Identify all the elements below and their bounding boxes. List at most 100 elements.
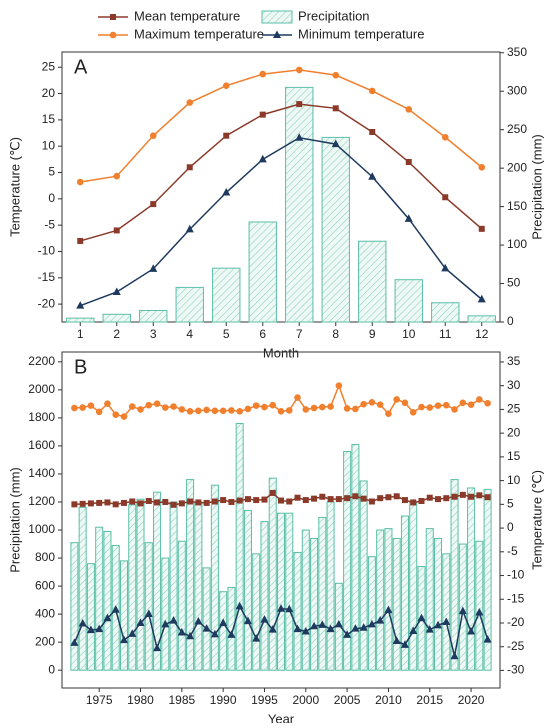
point [150, 201, 157, 208]
bar [434, 537, 443, 671]
point [261, 403, 268, 411]
bar [376, 529, 385, 671]
point [153, 400, 161, 408]
y-tick-label: 800 [35, 550, 55, 564]
bar [268, 477, 277, 671]
bar [186, 479, 195, 671]
point [203, 406, 210, 414]
bar [103, 530, 112, 671]
x-tick-label: 2005 [334, 693, 361, 707]
point [195, 407, 202, 415]
x-tick-label: 1 [77, 327, 84, 341]
point [294, 494, 301, 501]
point [484, 494, 491, 501]
point [343, 405, 351, 412]
y2-tick-label: 5 [507, 497, 514, 511]
point [368, 498, 375, 505]
bar [326, 501, 335, 671]
point [478, 163, 486, 171]
bar [442, 553, 451, 671]
point [113, 227, 120, 234]
point [377, 495, 384, 502]
point [77, 237, 84, 244]
bar [276, 512, 286, 671]
bar [169, 501, 178, 671]
point [459, 491, 466, 498]
point [128, 629, 137, 637]
point [434, 402, 442, 409]
bar [210, 484, 219, 671]
bar [175, 286, 204, 323]
point [277, 408, 285, 415]
bar [260, 521, 269, 671]
point [169, 616, 178, 624]
bar [139, 309, 168, 323]
legend-marker [110, 14, 116, 20]
x-tick-label: 6 [259, 327, 266, 341]
bar [467, 315, 496, 323]
point [327, 496, 334, 503]
x-axis-label: Month [263, 345, 299, 360]
y2-tick-label: -15 [507, 591, 525, 605]
point [86, 625, 95, 634]
point [219, 618, 228, 626]
point [244, 405, 252, 413]
point [376, 616, 385, 624]
point [442, 617, 451, 626]
plot-frame [61, 351, 501, 689]
point [443, 495, 450, 502]
point [441, 263, 450, 272]
point [360, 495, 367, 502]
point [368, 87, 376, 95]
x-tick-label: 2 [113, 327, 120, 341]
x-tick-label: 11 [439, 327, 452, 341]
point [367, 619, 376, 628]
y2-tick-label: 15 [507, 449, 521, 463]
point [222, 82, 230, 89]
point [79, 500, 86, 507]
point [286, 498, 293, 505]
y-tick-label: 1600 [28, 438, 55, 452]
point [405, 106, 413, 113]
point [261, 496, 268, 503]
x-tick-label: 10 [402, 327, 416, 341]
y2-tick-label: 150 [507, 199, 527, 213]
point [185, 224, 194, 233]
point [260, 615, 269, 623]
point [269, 401, 277, 409]
bar [248, 221, 277, 323]
point [296, 101, 303, 108]
point [244, 496, 251, 503]
y-tick-label: -5 [44, 217, 55, 231]
point [129, 498, 136, 505]
bar [252, 553, 261, 671]
point [79, 404, 86, 411]
bar [475, 540, 484, 671]
bar [177, 540, 186, 671]
point [211, 407, 219, 415]
point [476, 492, 483, 499]
x-tick-label: 1990 [210, 693, 237, 707]
y-tick-label: 10 [42, 138, 56, 152]
x-tick-label: 1975 [86, 693, 113, 707]
x-tick-label: 2000 [292, 693, 319, 707]
bar [128, 504, 137, 671]
bar [86, 563, 95, 671]
point [144, 609, 153, 617]
point [442, 194, 449, 201]
point [478, 225, 485, 232]
bar [467, 487, 476, 671]
point [400, 640, 409, 648]
point [78, 618, 87, 627]
x-tick-label: 8 [332, 327, 339, 341]
x-tick-label: 4 [186, 327, 193, 341]
y2-tick-label: 20 [507, 425, 521, 439]
point [441, 133, 449, 141]
point [318, 620, 327, 628]
point [103, 613, 112, 622]
y2-axis-label: Precipitation (mm) [529, 134, 544, 239]
bar [321, 136, 350, 323]
point [236, 497, 243, 504]
point [259, 70, 267, 78]
